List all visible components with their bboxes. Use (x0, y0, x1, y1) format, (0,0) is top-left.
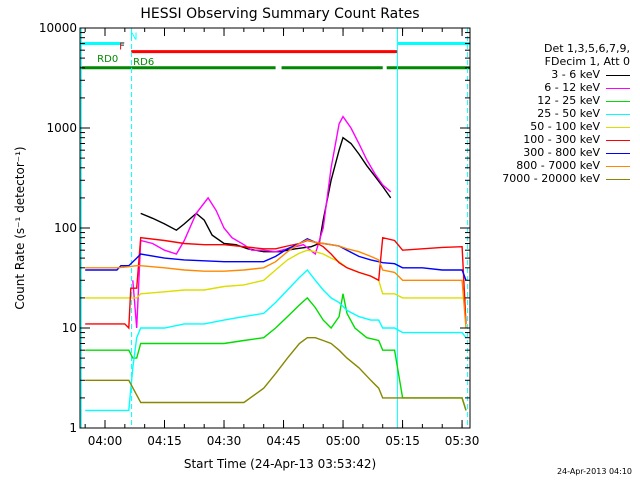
y-axis-label: Count Rate (s⁻¹ detector⁻¹) (13, 146, 27, 309)
series-line-0 (140, 136, 392, 253)
legend-entry: 800 - 7000 keV (516, 159, 630, 172)
y-tick-label: 100 (54, 221, 77, 235)
legend-swatch (606, 165, 630, 167)
legend-entry-label: 25 - 50 keV (537, 107, 600, 120)
legend-swatch (606, 178, 630, 180)
y-tick-label: 1000 (46, 121, 77, 135)
legend-entry: 3 - 6 keV (551, 68, 630, 81)
flag-label-n: N (130, 31, 137, 42)
series-line-3 (85, 268, 467, 412)
x-tick-label: 04:00 (88, 434, 123, 448)
legend-entry-label: 6 - 12 keV (544, 81, 600, 94)
y-tick-label: 1 (69, 421, 77, 435)
legend-entry-label: 3 - 6 keV (551, 68, 600, 81)
legend-entry-label: 800 - 7000 keV (516, 159, 600, 172)
timestamp: 24-Apr-2013 04:10 (556, 467, 632, 476)
legend-entry-label: 100 - 300 keV (523, 133, 600, 146)
axes: 04:00 04:15 04:30 04:45 05:00 05:15 05:30 1 10 10… (39, 21, 480, 448)
x-tick-label: 04:45 (266, 434, 301, 448)
legend-entry: 50 - 100 keV (530, 120, 630, 133)
series-line-1 (132, 115, 392, 329)
legend-entry: 12 - 25 keV (537, 94, 630, 107)
legend-header-line: Det 1,3,5,6,7,9, (543, 42, 630, 55)
series-line-7 (85, 239, 467, 329)
legend-swatch (606, 126, 630, 128)
legend-header-line: FDecim 1, Att 0 (544, 55, 630, 68)
x-axis-label: Start Time (24-Apr-13 03:53:42) (184, 457, 376, 471)
flag-label-rd6: RD6 (133, 57, 154, 68)
x-tick-label: 05:15 (385, 434, 420, 448)
legend-swatch (606, 152, 630, 154)
series-line-4 (85, 249, 467, 301)
series-line-8 (85, 337, 467, 411)
series-lines (85, 115, 467, 412)
legend-entry-label: 300 - 800 keV (523, 146, 600, 159)
legend-entry-label: 7000 - 20000 keV (502, 172, 600, 185)
legend-entry: 6 - 12 keV (544, 81, 630, 94)
chart-title: HESSI Observing Summary Count Rates (140, 6, 419, 22)
legend-entry: 100 - 300 keV (523, 133, 630, 146)
x-tick-label: 04:30 (207, 434, 242, 448)
series-line-2 (85, 293, 467, 411)
x-tick-label: 04:15 (147, 434, 182, 448)
legend-entry: 7000 - 20000 keV (502, 172, 630, 185)
legend-swatch (606, 87, 630, 89)
x-tick-label: 05:30 (445, 434, 480, 448)
legend-entry: 300 - 800 keV (523, 146, 630, 159)
legend-entry-label: 12 - 25 keV (537, 94, 600, 107)
flag-label-rd0: RD0 (97, 54, 118, 65)
legend-swatch (606, 139, 630, 141)
legend-entry: 25 - 50 keV (537, 107, 630, 120)
legend-entry-label: 50 - 100 keV (530, 120, 600, 133)
legend-swatch (606, 100, 630, 102)
legend-swatch (606, 113, 630, 115)
y-tick-label: 10000 (39, 21, 77, 35)
flag-label-f: F (119, 42, 125, 53)
x-tick-label: 05:00 (326, 434, 361, 448)
legend-swatch (606, 74, 630, 76)
y-tick-label: 10 (62, 321, 77, 335)
